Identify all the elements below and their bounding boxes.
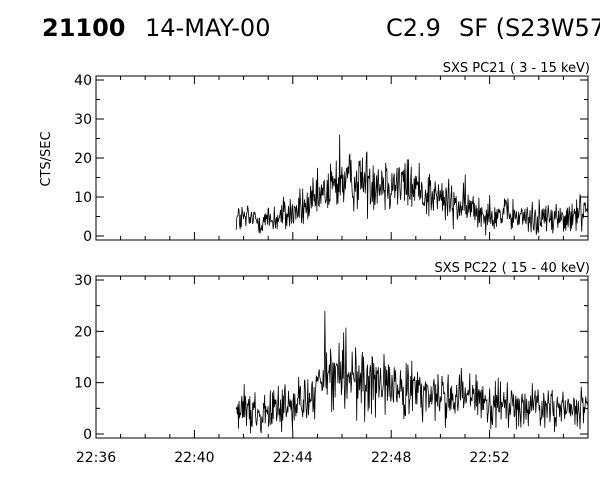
panel1-ytick-label: 10 [74, 190, 92, 206]
panel1-ylabel: CTS/SEC [39, 131, 54, 186]
xtick-label: 22:52 [469, 450, 509, 466]
event-date: 14-MAY-00 [145, 14, 271, 42]
xtick-label: 22:44 [273, 450, 313, 466]
xtick-label: 22:48 [371, 450, 411, 466]
panel1-ytick-label: 30 [74, 112, 92, 128]
panel1-ytick-label: 20 [74, 151, 92, 167]
panel2-ytick-label: 30 [74, 273, 92, 289]
panel2-ytick-label: 20 [74, 324, 92, 340]
panel1-title: SXS PC21 ( 3 - 15 keV) [443, 61, 590, 76]
panel2-ytick-label: 10 [74, 376, 92, 392]
xtick-label: 22:40 [174, 450, 214, 466]
panel1-series-line [235, 134, 589, 236]
flare-location: SF (S23W57) [459, 14, 600, 42]
xtick-label: 22:36 [76, 450, 116, 466]
panel1-ytick-label: 0 [83, 229, 92, 245]
panel2-ytick-label: 0 [83, 427, 92, 443]
panel2-series-line [235, 310, 589, 434]
event-id: 21100 [42, 14, 126, 42]
goes-class: C2.9 [386, 14, 441, 42]
panel2-title: SXS PC22 ( 15 - 40 keV) [434, 261, 590, 276]
panel1-ytick-label: 40 [74, 73, 92, 89]
